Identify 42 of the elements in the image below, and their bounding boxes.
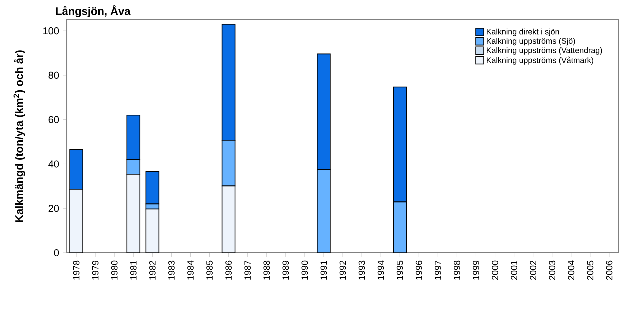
x-tick-label: 1988 [264,260,270,280]
x-tick-label: 1990 [302,260,308,280]
y-axis-title: Kalkmängd (ton/yta (km$^{2}$) och år) [14,50,26,222]
x-tick-label: 1983 [168,260,175,280]
legend-label: Kalkning uppströms (Vattendrag) [487,47,602,55]
y-tick-label: 20 [48,205,60,212]
x-tick-label: 1995 [396,260,404,280]
legend-label: Kalkning direkt i sjön [487,28,560,36]
x-tick-label: 2001 [511,260,518,280]
x-tick-label: 1978 [73,260,80,280]
y-tick-label: 40 [48,160,60,168]
x-tick-label: 2004 [568,260,575,280]
x-tick-label: 1981 [130,260,137,280]
x-tick-label: 2003 [549,260,556,280]
chart-title: Långsjön, Åva [56,5,131,18]
x-tick-label: 1986 [226,260,232,280]
x-tick-label: 2006 [606,260,613,280]
x-tick-label: 1994 [378,260,384,280]
legend-label: Kalkning uppströms (Sjö) [487,38,576,46]
y-tick-label: 80 [48,72,60,80]
y-tick-label: 60 [48,116,60,124]
x-tick-label: 1982 [149,260,156,280]
x-tick-label: 1984 [188,260,194,280]
x-tick-label: 1996 [416,260,422,280]
y-tick-label: 100 [44,28,60,35]
x-tick-label: 2002 [530,260,537,280]
bar [146,171,160,205]
x-tick-label: 1997 [434,260,442,280]
x-tick-label: 1991 [320,260,328,280]
x-tick-label: 1987 [244,260,252,280]
x-tick-label: 1998 [454,260,460,280]
x-tick-label: 1993 [358,260,366,280]
legend-label: Kalkning uppströms (Våtmark) [487,56,594,65]
y-tick-label: 0 [54,249,60,257]
x-tick-label: 1980 [111,260,118,280]
x-tick-label: 2000 [492,260,498,280]
x-tick-label: 1985 [206,260,213,280]
x-tick-label: 1989 [282,260,290,280]
x-tick-label: 1979 [92,260,99,280]
x-tick-label: 2005 [587,260,594,280]
x-tick-label: 1992 [340,260,346,280]
x-tick-label: 1999 [473,260,480,280]
